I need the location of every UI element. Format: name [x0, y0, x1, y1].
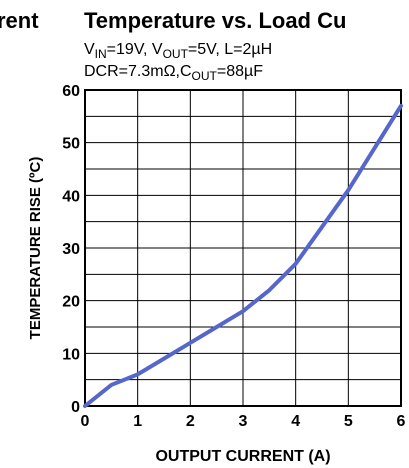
subtitle-part: =19V, V — [107, 41, 163, 58]
y-tick-label: 10 — [62, 346, 80, 363]
subscript: OUT — [192, 69, 218, 83]
x-tick-label: 2 — [186, 413, 195, 430]
x-tick-label: 1 — [133, 413, 142, 430]
subtitle: DCR=7.3mΩ,COUT=88µF — [84, 63, 263, 83]
subtitle-part: V — [84, 41, 95, 58]
subtitle: VIN=19V, VOUT=5V, L=2µH — [84, 41, 272, 61]
y-tick-label: 0 — [71, 399, 80, 416]
x-axis-label: OUTPUT CURRENT (A) — [155, 448, 330, 465]
x-tick-label: 0 — [81, 413, 90, 430]
x-tick-label: 6 — [397, 413, 406, 430]
y-tick-label: 20 — [62, 294, 80, 311]
y-tick-label: 40 — [62, 188, 80, 205]
plot-frame — [84, 89, 402, 407]
data-line — [83, 103, 403, 408]
subtitle-part: DCR=7.3mΩ,C — [84, 63, 192, 80]
x-tick-label: 5 — [344, 413, 353, 430]
x-tick-label: 3 — [239, 413, 248, 430]
y-axis-label: TEMPERATURE RISE (ºC) — [27, 157, 44, 340]
y-tick-label: 50 — [62, 136, 80, 153]
subscript: OUT — [163, 47, 189, 61]
chart-title: Temperature vs. Load Cu — [84, 8, 346, 33]
y-tick-label: 30 — [62, 241, 80, 258]
prev-title: rent — [0, 8, 39, 33]
subtitle-part: =88µF — [217, 63, 263, 80]
subscript: IN — [95, 47, 107, 61]
y-tick-label: 60 — [62, 83, 80, 100]
subtitle-part: =5V, L=2µH — [188, 41, 272, 58]
x-tick-label: 4 — [291, 413, 300, 430]
